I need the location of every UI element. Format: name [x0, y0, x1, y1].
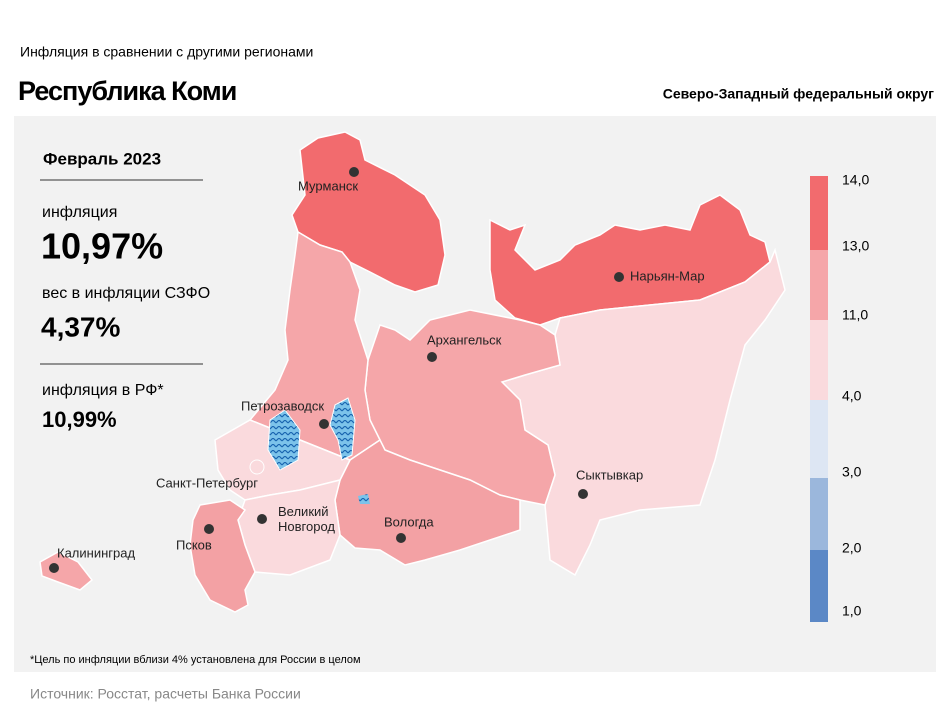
legend-label: 1,0	[842, 603, 862, 619]
city-dot	[396, 533, 406, 543]
legend-label: 14,0	[842, 172, 869, 188]
city-label: Санкт-Петербург	[156, 475, 258, 490]
legend-label: 2,0	[842, 540, 862, 556]
map	[39, 131, 786, 613]
lake-ladoga	[267, 409, 301, 471]
legend-label: 13,0	[842, 238, 869, 254]
legend-label: 11,0	[842, 307, 868, 323]
city-dot	[578, 489, 588, 499]
city-label: Архангельск	[427, 332, 502, 347]
subtitle: Инфляция в сравнении с другими регионами	[20, 44, 313, 60]
city-dot	[349, 167, 359, 177]
legend-swatch	[810, 250, 828, 320]
russia-label: инфляция в РФ*	[42, 382, 164, 399]
region-nenets	[489, 194, 771, 326]
city-label: Великий Новгород	[278, 504, 335, 534]
city-label: Сыктывкар	[576, 467, 643, 482]
city-dot	[257, 514, 267, 524]
city-dot	[49, 563, 59, 573]
city-label: Петрозаводск	[241, 398, 324, 413]
legend-swatch	[810, 320, 828, 400]
legend-swatch	[810, 478, 828, 550]
lake-beloe	[358, 494, 370, 504]
weight-label: вес в инфляции СЗФО	[42, 285, 210, 302]
city-label: Нарьян-Мар	[630, 268, 705, 283]
legend-label: 3,0	[842, 464, 862, 480]
legend-swatch	[810, 176, 828, 250]
city-label: Мурманск	[298, 178, 358, 193]
city-dot	[319, 419, 329, 429]
city-label: Вологда	[384, 514, 434, 529]
legend-label: 4,0	[842, 388, 862, 404]
inflation-value: 10,97%	[41, 226, 163, 267]
region-kaliningrad	[39, 551, 94, 591]
title: Республика Коми	[18, 76, 236, 106]
period: Февраль 2023	[43, 149, 161, 168]
city-dot	[427, 352, 437, 362]
spb-marker	[249, 459, 265, 475]
weight-value: 4,37%	[41, 311, 120, 342]
inflation-label: инфляция	[42, 204, 117, 221]
source: Источник: Росстат, расчеты Банка России	[30, 686, 301, 702]
lake-onega	[329, 397, 356, 461]
legend-swatch	[810, 400, 828, 478]
stats: Февраль 2023 инфляция 10,97% вес в инфля…	[40, 149, 210, 432]
cities: Мурманск Нарьян-Мар Архангельск Петрозав…	[49, 167, 705, 573]
russia-value: 10,99%	[42, 407, 117, 432]
legend: 14,0 13,0 11,0 4,0 3,0 2,0 1,0	[810, 172, 869, 622]
city-dot	[204, 524, 214, 534]
city-label: Псков	[176, 537, 212, 552]
legend-swatch	[810, 550, 828, 622]
footnote: *Цель по инфляции вблизи 4% установлена …	[30, 654, 361, 666]
city-label: Калининград	[57, 545, 135, 560]
district: Северо-Западный федеральный округ	[663, 86, 934, 102]
city-dot	[614, 272, 624, 282]
